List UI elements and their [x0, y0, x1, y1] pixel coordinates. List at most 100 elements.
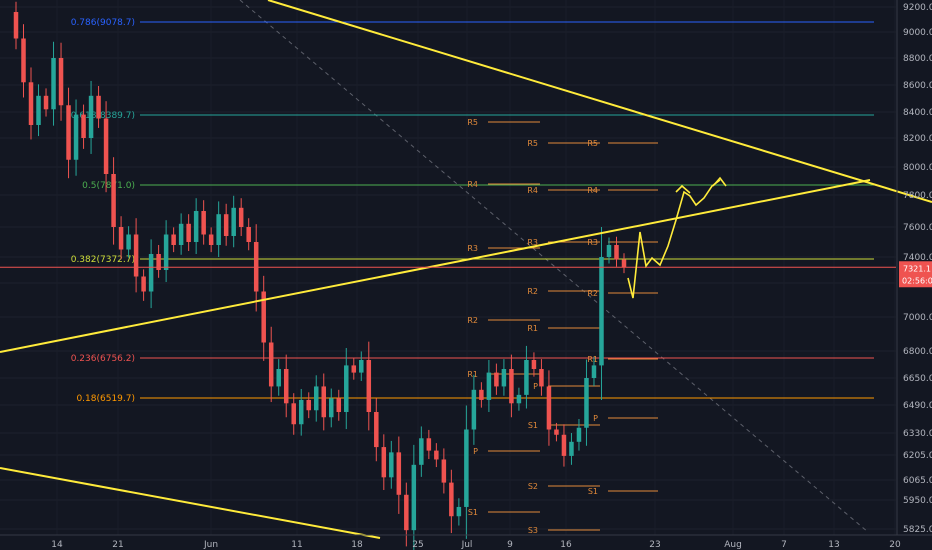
price-tick-label: 9200.0	[903, 3, 932, 13]
candle-body	[614, 245, 619, 260]
fib-level-label: 0.236(6756.2)	[71, 354, 135, 364]
price-tick-label: 5825.0	[903, 525, 932, 535]
candle-body	[531, 360, 537, 369]
pivot-label: R1	[467, 370, 478, 379]
pivot-label: R3	[587, 238, 598, 247]
candle-body	[606, 245, 612, 257]
candle-body	[261, 291, 266, 343]
candle-body	[471, 389, 477, 430]
price-tick-label: 8400.0	[903, 108, 932, 118]
candle-body	[231, 207, 236, 236]
date-tick-label: 13	[828, 540, 839, 550]
candle-body	[419, 438, 424, 465]
price-tick-label: 6065.0	[903, 476, 932, 486]
candles	[13, 1, 627, 550]
candle-body	[426, 438, 432, 451]
pivot-label: R4	[467, 180, 478, 189]
pivot-label: S1	[468, 508, 478, 517]
candle-body	[404, 494, 409, 531]
date-tick-label: 7	[781, 540, 787, 550]
pivot-label: R2	[587, 289, 598, 298]
candle-body	[246, 227, 251, 242]
date-tick-label: 14	[51, 540, 63, 550]
ascending-trendline	[0, 179, 871, 353]
candle-body	[223, 214, 229, 236]
candle-body	[216, 214, 221, 245]
price-tick-label: 6205.0	[903, 451, 932, 461]
projection-arrow-1	[675, 184, 691, 194]
candle-body	[351, 365, 357, 373]
pivot-label: S2	[528, 482, 538, 491]
candle-body	[58, 58, 64, 106]
candle-body	[238, 207, 244, 227]
candle-body	[208, 234, 214, 245]
date-tick-label: 18	[351, 540, 363, 550]
candle-body	[599, 257, 604, 366]
countdown-label: 02:56:01	[902, 276, 932, 285]
date-tick-label: 9	[507, 540, 513, 550]
pivot-levels: R5 R4 R3 R2 R1 P S1 R5 R4 R3 R2 R1 P S1 S2 S3 R5 R4 R3 R2 R1…	[467, 118, 658, 535]
upper-descending-trendline	[267, 0, 932, 203]
candle-body	[306, 399, 311, 411]
price-tick-label: 7000.0	[903, 313, 932, 323]
candle-body	[163, 234, 169, 270]
date-tick-label: 21	[112, 540, 123, 550]
pivot-label: R3	[527, 238, 538, 247]
candle-body	[546, 386, 552, 430]
candle-body	[539, 369, 544, 387]
price-tick-label: 8800.0	[903, 54, 932, 64]
price-tick-label: 7600.0	[903, 223, 932, 233]
candle-body	[111, 174, 116, 227]
candle-body	[43, 95, 49, 110]
candle-body	[193, 211, 199, 242]
date-tick-label: Jul	[461, 540, 473, 550]
price-tick-label: 9000.0	[903, 28, 932, 38]
date-tick-label: Aug	[724, 540, 742, 550]
candle-body	[396, 452, 402, 495]
candle-body	[434, 450, 439, 460]
candle-body	[591, 365, 597, 378]
price-tick-label: 8000.0	[903, 163, 932, 173]
candle-body	[141, 276, 146, 292]
candle-body	[389, 452, 394, 478]
pivot-label: S1	[588, 487, 598, 496]
candle-body	[621, 259, 627, 268]
price-tick-label: 6650.0	[903, 374, 932, 384]
candle-body	[516, 394, 522, 404]
candle-body	[486, 372, 492, 400]
pivot-label: R2	[467, 316, 478, 325]
pivot-label: R3	[467, 244, 478, 253]
price-tick-label: 5950.0	[903, 496, 932, 506]
candle-body	[411, 464, 417, 531]
candle-body	[73, 114, 79, 160]
candle-body	[359, 360, 364, 373]
date-tick-label: 11	[291, 540, 302, 550]
candle-body	[66, 105, 71, 160]
candle-body	[374, 412, 379, 448]
candle-body	[344, 365, 349, 412]
candle-body	[201, 211, 206, 235]
diagonal-dashed-trendline	[239, 0, 869, 533]
candle-body	[569, 441, 574, 456]
candle-body	[329, 398, 334, 418]
candle-body	[268, 342, 274, 387]
candle-body	[96, 95, 101, 119]
candle-body	[366, 360, 372, 412]
candle-body	[253, 242, 259, 292]
current-price-badge: 7321.1 02:56:01	[899, 261, 932, 288]
lower-descending-trendline	[0, 467, 381, 539]
current-price-badge-bg	[899, 261, 932, 288]
candle-body	[524, 360, 529, 395]
candle-body	[148, 254, 154, 292]
candle-body	[291, 403, 296, 425]
candle-body	[283, 369, 289, 404]
price-tick-label: 8600.0	[903, 81, 932, 91]
candle-body	[28, 82, 34, 125]
date-tick-label: 16	[560, 540, 572, 550]
candle-body	[456, 506, 462, 517]
date-axis: 14 21 Jun 11 18 25 Jul 9 16 23 Aug 7 13 20	[0, 534, 932, 550]
candle-body	[21, 38, 26, 83]
candle-body	[441, 459, 447, 483]
